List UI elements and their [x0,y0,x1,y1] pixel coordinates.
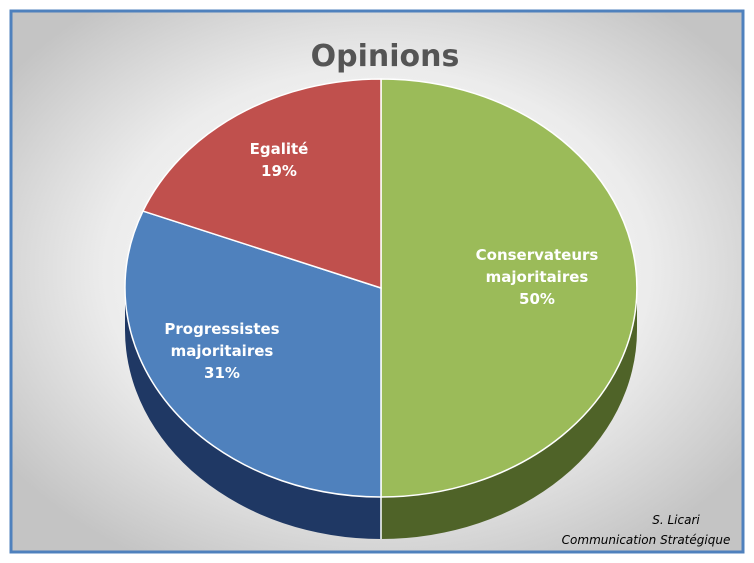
slice-value-label-2: 31% [204,364,240,382]
slice-value-label-1: 50% [519,290,555,308]
slice-category-label-1: Conservateurs [476,246,599,264]
pie-group: Conservateurs majoritaires 50% Progressiste… [124,78,638,539]
slice-category-label-1: majoritaires [486,268,589,286]
credit-author: S. Licari [652,513,700,527]
slice-category-label-2: Progressistes [164,320,279,338]
slice-value-label-3: 19% [261,162,297,180]
pie-slice-3 [141,78,382,290]
credit-organization: Communication Stratégique [562,533,731,547]
chart-title: Opinions [311,39,460,74]
pie-slice-1 [380,78,638,498]
slice-category-label-2: majoritaires [171,342,274,360]
slice-category-label-3: Egalité [250,140,309,158]
pie-slice-2 [124,210,382,498]
